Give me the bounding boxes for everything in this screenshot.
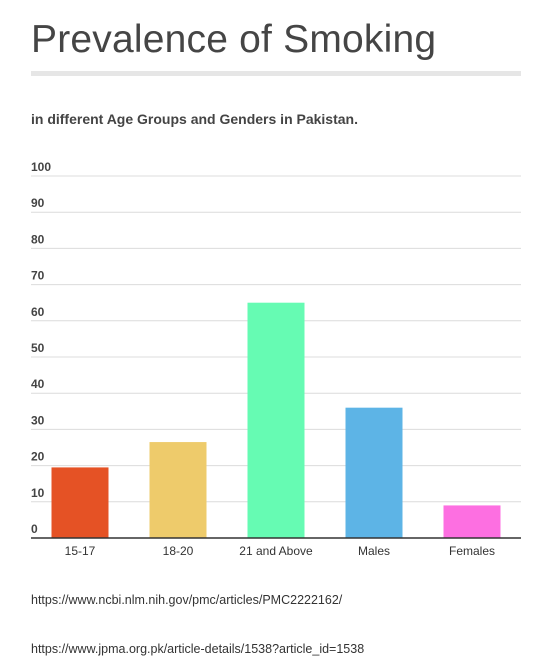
chart-subtitle: in different Age Groups and Genders in P… [31, 111, 358, 127]
y-tick-label: 0 [31, 522, 38, 536]
y-tick-label: 40 [31, 377, 45, 391]
x-tick-label: 21 and Above [239, 544, 313, 558]
bar-15-17 [51, 467, 109, 538]
bar-21-and-above [247, 302, 305, 538]
bar-males [345, 407, 403, 538]
title-divider [31, 71, 521, 76]
x-tick-label: Males [358, 544, 390, 558]
bar-females [443, 505, 501, 538]
y-tick-label: 90 [31, 196, 45, 210]
y-tick-label: 10 [31, 486, 45, 500]
y-tick-label: 80 [31, 232, 45, 246]
y-tick-label: 20 [31, 450, 45, 464]
source-link-2[interactable]: https://www.jpma.org.pk/article-details/… [31, 642, 365, 656]
y-tick-label: 60 [31, 305, 45, 319]
y-tick-label: 70 [31, 269, 45, 283]
y-tick-label: 50 [31, 341, 45, 355]
bar-chart: 0 10 20 30 40 50 60 70 80 90 100 15-17 18-20 21 and A… [31, 160, 521, 558]
x-tick-label: 15-17 [65, 544, 96, 558]
bar-18-20 [149, 442, 207, 538]
chart-title: Prevalence of Smoking [31, 18, 437, 61]
x-tick-label: Females [449, 544, 495, 558]
x-tick-label: 18-20 [163, 544, 194, 558]
y-tick-label: 30 [31, 413, 45, 427]
source-link-1[interactable]: https://www.ncbi.nlm.nih.gov/pmc/article… [31, 593, 343, 607]
y-tick-label: 100 [31, 160, 51, 174]
